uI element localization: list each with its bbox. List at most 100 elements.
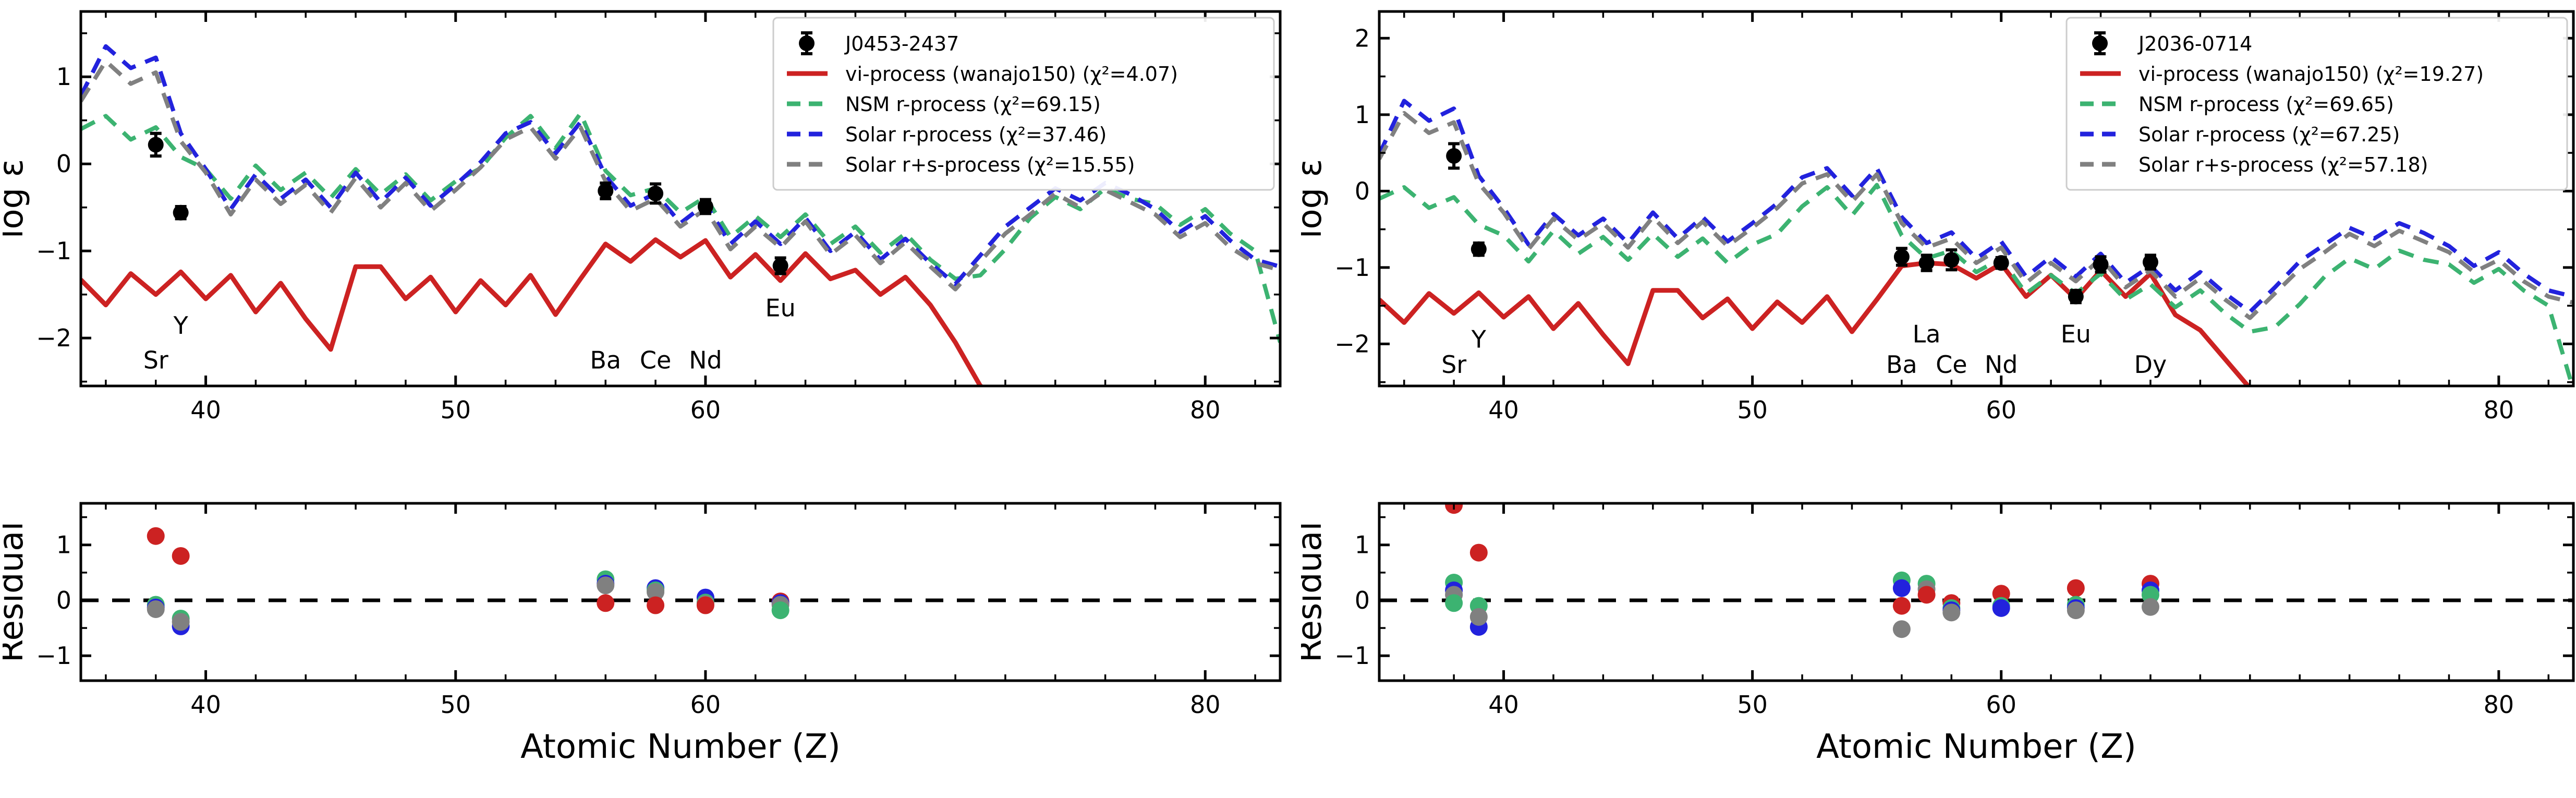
residual-point-solar_rs: [1892, 620, 1911, 638]
observed-data-point: [598, 183, 614, 199]
legend-label: J2036-0714: [2137, 32, 2252, 55]
observed-data-point: [2068, 288, 2084, 305]
residual-point-solar_rs: [2067, 601, 2085, 620]
residual-point-vi_process: [696, 596, 714, 614]
element-label: Y: [1471, 325, 1487, 354]
y-tick-label: −1: [36, 237, 71, 265]
legend-label: vi-process (wanajo150) (χ²=19.27): [2138, 63, 2484, 86]
legend-label: vi-process (wanajo150) (χ²=4.07): [845, 63, 1178, 86]
residual-point-nsm_r: [771, 601, 789, 620]
y-tick-label: 0: [56, 586, 71, 614]
x-tick-label: 80: [2484, 691, 2514, 719]
residual-point-solar_rs: [1942, 603, 1961, 622]
x-tick-label: 50: [1737, 691, 1768, 719]
legend-label: Solar r+s-process (χ²=57.18): [2138, 153, 2428, 176]
residual-point-solar_rs: [172, 613, 190, 631]
residual-point-vi_process: [647, 596, 665, 614]
observed-data-point: [2093, 257, 2109, 273]
observed-data-point: [1918, 255, 1935, 271]
series-line-solar_rs: [81, 59, 1280, 292]
y-axis-label: Residual: [3, 522, 31, 662]
legend-marker: [2092, 35, 2108, 51]
legend-label: Solar r-process (χ²=37.46): [845, 123, 1107, 146]
axes-frame: [79, 502, 1282, 682]
residual-points: [1445, 503, 2159, 638]
element-label: Ce: [1936, 350, 1967, 379]
observed-points: [1446, 142, 2158, 305]
x-tick-label: 60: [1986, 691, 2016, 719]
series-line-vi_process: [1379, 260, 2251, 386]
plot-area-left-bottom: [81, 527, 1280, 635]
element-label: Ce: [640, 346, 671, 374]
residual-point-vi_process: [597, 594, 615, 612]
panel-right-bottom: 40 50 60 80 1 0 −1 Residual Atomic Number (Z): [1301, 493, 2576, 769]
element-label: Dy: [2134, 350, 2167, 379]
x-tick-label: 40: [1488, 691, 1519, 719]
x-tick-label: 60: [690, 691, 721, 719]
observed-data-point: [1893, 249, 1910, 265]
residual-point-vi_process: [147, 527, 165, 545]
element-label: Ba: [590, 346, 621, 374]
observed-data-point: [2142, 254, 2158, 270]
x-tick-label: 50: [440, 691, 471, 719]
legend-label: NSM r-process (χ²=69.65): [2138, 93, 2394, 116]
x-tick-label: 80: [1190, 396, 1221, 424]
element-label: Sr: [143, 346, 168, 374]
y-tick-label: 0: [1355, 586, 1370, 614]
residual-point-nsm_r: [2141, 586, 2159, 604]
y-tick-label: −2: [36, 324, 71, 352]
x-tick-label: 60: [1986, 396, 2016, 424]
legend-marker: [799, 35, 815, 51]
legend-label: NSM r-process (χ²=69.15): [845, 93, 1101, 116]
element-label: Ba: [1886, 350, 1917, 379]
panel-left-bottom: 40 50 60 80 1 0 −1 Residual Atomic Number (Z): [3, 493, 1291, 769]
residual-point-solar_rs: [147, 600, 165, 618]
y-tick-label: 1: [1355, 101, 1370, 129]
series-line-solar_r: [81, 44, 1280, 286]
observed-points: [148, 131, 788, 275]
x-tick-label: 80: [1190, 691, 1221, 719]
observed-data-point: [1993, 255, 2009, 271]
x-axis-label: Atomic Number (Z): [1816, 728, 2136, 766]
x-tick-label: 40: [1488, 396, 1519, 424]
y-tick-label: −1: [1334, 253, 1370, 282]
y-tick-label: 1: [1355, 531, 1370, 559]
residual-point-solar_rs: [2141, 598, 2159, 616]
legend-label: Solar r+s-process (χ²=15.55): [845, 153, 1135, 176]
residual-point-vi_process: [172, 547, 190, 565]
y-tick-label: 0: [56, 150, 71, 178]
series-line-nsm_r: [1379, 183, 2573, 386]
x-tick-label: 80: [2484, 396, 2514, 424]
residual-point-vi_process: [1892, 597, 1911, 615]
residual-point-vi_process: [2067, 579, 2085, 597]
y-axis-label: log ε: [3, 159, 31, 239]
legend-box: [772, 17, 1275, 191]
element-label: Nd: [689, 346, 722, 374]
plot-area-left-top: YSr Ba Ce Nd Eu: [81, 44, 1280, 386]
series-line-solar_rs: [1379, 111, 2573, 320]
axes-frame: [1378, 10, 2575, 388]
x-tick-label: 50: [1737, 396, 1768, 424]
observed-data-point: [1446, 148, 1462, 164]
legend-box: [2065, 17, 2568, 191]
element-label: Sr: [1441, 350, 1466, 379]
y-tick-label: 2: [1355, 24, 1370, 52]
series-line-nsm_r: [81, 111, 1280, 343]
element-label: La: [1913, 320, 1941, 348]
series-line-vi_process: [81, 237, 986, 386]
y-tick-label: −2: [1334, 330, 1370, 358]
observed-data-point: [697, 199, 713, 215]
element-label: Eu: [2061, 320, 2091, 348]
observed-data-point: [173, 204, 189, 221]
x-tick-label: 40: [190, 396, 221, 424]
x-axis-label: Atomic Number (Z): [520, 728, 841, 766]
residual-point-solar_rs: [647, 583, 665, 601]
residual-point-vi_process: [1469, 543, 1488, 562]
y-tick-label: −1: [36, 642, 71, 670]
axes-frame: [79, 10, 1282, 388]
residual-point-solar_rs: [597, 576, 615, 595]
x-tick-label: 40: [190, 691, 221, 719]
